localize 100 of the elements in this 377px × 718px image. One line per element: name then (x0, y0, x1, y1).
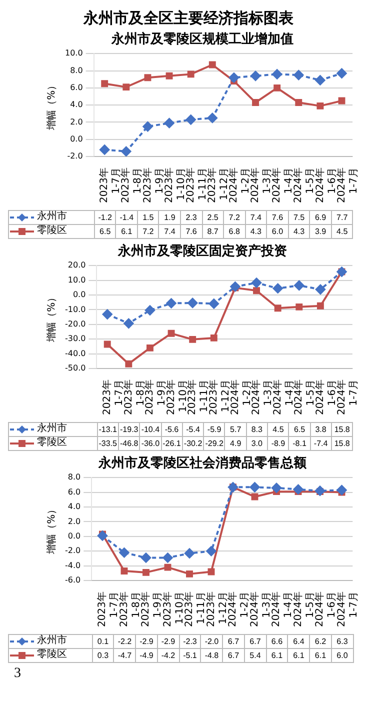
x-tick-label: 2024年 1-7月 (335, 168, 360, 204)
data-label: -2.2 (114, 634, 136, 648)
chart-title: 永州市及零陵区社会消费品零售总额 (98, 455, 308, 472)
x-tick-label: 2023年 1-8月 (122, 380, 146, 416)
y-tick-label: 2.0 (70, 117, 83, 126)
data-label: 3.8 (310, 422, 332, 436)
data-label: -2.9 (136, 634, 158, 648)
data-label: -33.5 (97, 436, 118, 450)
x-tick-label: 2023年 1-7月 (100, 380, 125, 416)
data-label: 6.0 (266, 224, 288, 238)
y-tick-label: 4.0 (68, 502, 81, 512)
y-tick-label: -50.0 (64, 364, 86, 373)
data-label: 4.3 (245, 224, 267, 238)
data-label: -29.2 (204, 436, 225, 450)
data-label: -5.4 (182, 422, 204, 436)
data-label: 4.5 (268, 422, 289, 436)
data-label: 7.4 (245, 210, 267, 224)
x-tick-label: 2023年 1-10月 (162, 168, 187, 204)
x-tick-label: 2023年 1-10月 (161, 592, 186, 628)
y-tick-label: 10.0 (65, 48, 83, 58)
x-tick-label: 2023年 1-12月 (204, 592, 229, 628)
y-tick-label: -6.0 (65, 576, 81, 585)
data-label: 4.3 (288, 224, 310, 238)
data-label: 7.5 (288, 210, 310, 224)
y-tick-label: -4.0 (65, 560, 81, 570)
x-tick-label: 2024年 1-5月 (292, 592, 316, 628)
data-label: 4.9 (224, 436, 246, 450)
data-label: 3.9 (310, 224, 332, 238)
data-label: 8.7 (202, 224, 224, 238)
data-label: -19.3 (118, 422, 140, 436)
y-tick-label: 10.0 (68, 275, 86, 284)
data-label: 1.9 (158, 210, 180, 224)
data-label: 6.1 (310, 648, 332, 662)
legend-label: 零陵区 (37, 437, 67, 450)
legend-label: 永州市 (37, 635, 67, 648)
y-tick-label: 8.0 (70, 66, 83, 75)
data-label: 6.7 (222, 648, 244, 662)
data-label: 6.1 (266, 648, 288, 662)
y-tick-label: -20.0 (64, 320, 86, 329)
y-tick-label: 2.0 (68, 516, 81, 526)
data-label: 7.7 (331, 210, 353, 224)
x-tick-label: 2023年 1-11月 (184, 168, 208, 204)
legend-label: 永州市 (37, 423, 67, 436)
y-tick-label: -10.0 (64, 304, 86, 314)
data-label: -8.9 (268, 436, 289, 450)
data-label: -7.4 (310, 436, 332, 450)
data-label: 6.1 (116, 224, 138, 238)
x-tick-label: 2024年 1-4月 (271, 380, 296, 416)
y-tick-label: 6.0 (68, 487, 81, 496)
data-label: 15.8 (331, 422, 353, 436)
data-label: -2.0 (200, 634, 223, 648)
y-tick-label: 0.0 (70, 134, 83, 144)
y-tick-label: -30.0 (64, 334, 86, 344)
data-label: 7.2 (224, 210, 246, 224)
x-tick-label: 2023年 1-9月 (140, 592, 164, 628)
y-tick-label: 0.0 (68, 532, 81, 541)
data-label: -2.3 (179, 634, 201, 648)
data-label: 6.7 (244, 634, 266, 648)
x-tick-label: 2024年 1-4月 (270, 592, 294, 628)
x-tick-label: 2023年 1-10月 (164, 380, 189, 416)
data-label: 7.4 (158, 224, 180, 238)
data-label: 15.8 (331, 436, 353, 450)
data-label: 6.8 (224, 224, 246, 238)
data-label: 3.0 (246, 436, 268, 450)
data-label: 6.6 (266, 634, 288, 648)
x-tick-label: 2024年 1-6月 (314, 592, 338, 628)
data-label: 6.1 (288, 648, 310, 662)
data-label: -26.1 (161, 436, 182, 450)
x-tick-label: 2024年 1-5月 (292, 168, 316, 204)
data-label: 0.3 (92, 648, 114, 662)
data-label: 4.5 (331, 224, 353, 238)
data-label: -4.8 (200, 648, 223, 662)
legend-label: 零陵区 (37, 225, 67, 238)
y-tick-label: 8.0 (68, 472, 81, 482)
y-axis-title: 增幅（%） (46, 504, 58, 555)
chart-title: 永州市及零陵区规模工业增加值 (110, 31, 294, 48)
x-tick-label: 2023年 1-11月 (183, 592, 208, 628)
x-tick-label: 2024年 1-7月 (335, 380, 360, 416)
x-tick-label: 2023年 1-12月 (207, 380, 232, 416)
data-label: 7.6 (180, 224, 202, 238)
data-label: -10.4 (140, 422, 162, 436)
y-tick-label: 6.0 (70, 82, 83, 92)
y-tick-label: -2.0 (67, 152, 83, 161)
data-label: 5.4 (244, 648, 266, 662)
x-tick-label: 2024年 1-3月 (248, 592, 272, 628)
data-label: 6.9 (310, 210, 332, 224)
data-label: 7.6 (266, 210, 288, 224)
data-label: 2.5 (202, 210, 224, 224)
data-label: -8.1 (288, 436, 310, 450)
x-tick-label: 2024年 1-2月 (228, 380, 253, 416)
data-label: -13.1 (97, 422, 118, 436)
x-tick-label: 2024年 1-7月 (335, 592, 360, 628)
data-label: -5.1 (179, 648, 201, 662)
data-label: -46.8 (118, 436, 140, 450)
data-label: -4.7 (114, 648, 136, 662)
data-label: -2.9 (157, 634, 180, 648)
text: 永州市及全区主要经济指标图表 (82, 8, 294, 29)
data-label: 5.7 (224, 422, 246, 436)
data-label: -1.2 (94, 210, 116, 224)
data-label: 6.3 (331, 634, 354, 648)
